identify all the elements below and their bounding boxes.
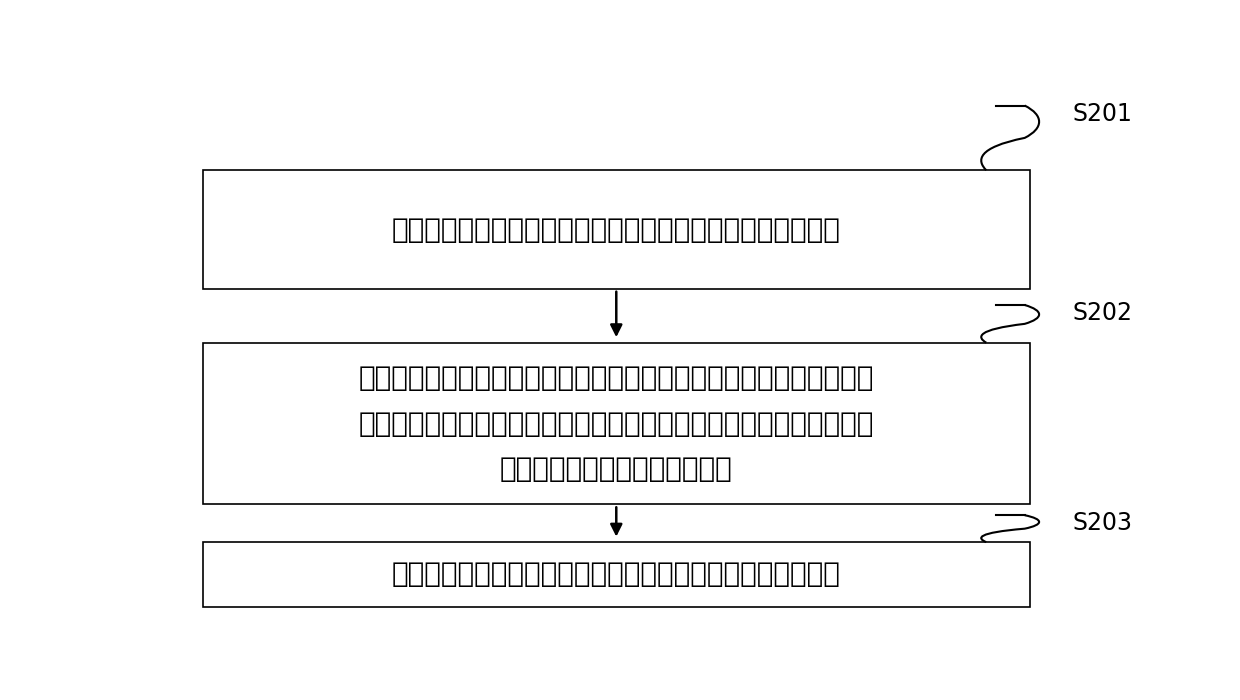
Text: 接收指定物流园区的车型识别设备发送的车辆的多维特征信息: 接收指定物流园区的车型识别设备发送的车辆的多维特征信息 bbox=[392, 216, 841, 244]
Text: 根据所述多维特征信息计算对应的综合得分并检索预设的车型数据库中
各车型对应的得分范围，当所述综合得分属于任一车型对应的得分范围
时，确定识别出所述车辆的车型: 根据所述多维特征信息计算对应的综合得分并检索预设的车型数据库中 各车型对应的得分… bbox=[358, 364, 874, 483]
FancyBboxPatch shape bbox=[203, 170, 1029, 289]
Text: S203: S203 bbox=[1073, 511, 1133, 536]
FancyBboxPatch shape bbox=[203, 343, 1029, 505]
Text: 将所述车辆的车型信息返回给指定物流园区出口处的岗亭终端: 将所述车辆的车型信息返回给指定物流园区出口处的岗亭终端 bbox=[392, 561, 841, 589]
Text: S202: S202 bbox=[1073, 301, 1133, 325]
Text: S201: S201 bbox=[1073, 102, 1132, 125]
FancyBboxPatch shape bbox=[203, 542, 1029, 607]
